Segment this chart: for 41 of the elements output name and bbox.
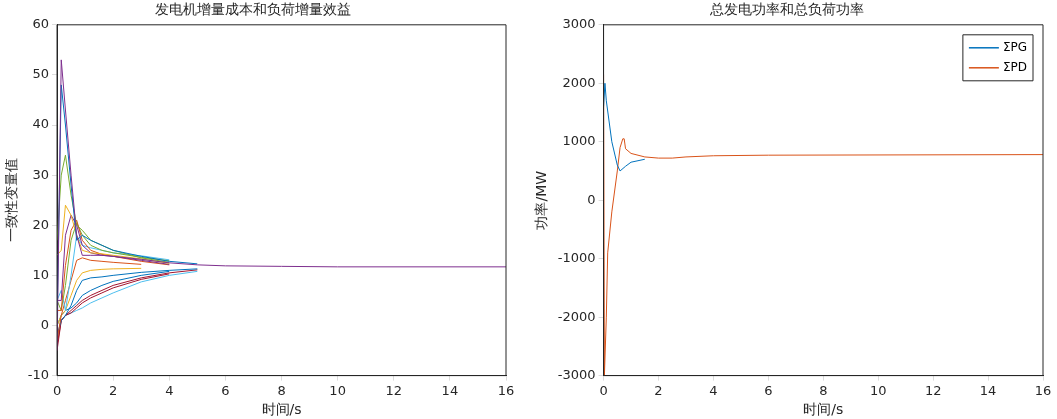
x-tick-label: 4	[709, 382, 718, 398]
x-tick-label: 0	[599, 382, 608, 398]
y-tick-label: 3000	[562, 16, 596, 32]
chart-title: 发电机增量成本和负荷增量效益	[155, 1, 351, 18]
y-tick-label: 60	[32, 16, 50, 32]
y-tick-label: -1000	[557, 250, 596, 266]
y-tick-label: 1000	[562, 133, 596, 149]
x-tick-label: 2	[109, 382, 118, 398]
x-tick-label: 8	[277, 382, 286, 398]
x-tick-label: 6	[764, 382, 773, 398]
x-tick-label: 16	[1034, 382, 1052, 398]
y-tick-label: -2000	[557, 308, 596, 324]
x-tick-label: 2	[654, 382, 663, 398]
x-tick-label: 10	[329, 382, 346, 398]
y-tick-label: 40	[32, 116, 50, 132]
x-axis-title: 时间/s	[261, 401, 302, 418]
x-tick-label: 12	[385, 382, 403, 398]
x-tick-label: 10	[869, 382, 887, 398]
x-tick-label: 14	[441, 382, 459, 398]
y-tick-label: -10	[27, 366, 50, 382]
x-tick-label: 4	[165, 382, 174, 398]
y-tick-label: -3000	[557, 366, 596, 382]
y-tick-label: 30	[32, 166, 50, 182]
x-axis-title: 时间/s	[803, 401, 844, 418]
chart-title: 总发电功率和总负荷功率	[708, 1, 864, 18]
y-tick-label: 10	[32, 266, 50, 282]
x-tick-label: 14	[979, 382, 997, 398]
y-tick-label: 50	[32, 66, 50, 82]
y-tick-label: 20	[32, 216, 50, 232]
y-axis-title: 功率/MW	[533, 170, 550, 230]
x-tick-label: 12	[924, 382, 942, 398]
x-tick-label: 6	[221, 382, 230, 398]
y-axis-title: 一致性变量值	[3, 158, 20, 243]
legend-label: ΣPD	[1002, 59, 1027, 74]
legend-label: ΣPG	[1002, 39, 1028, 54]
x-tick-label: 8	[819, 382, 828, 398]
x-tick-label: 0	[52, 382, 62, 398]
y-tick-label: 0	[587, 191, 596, 207]
y-tick-label: 2000	[562, 74, 596, 90]
x-tick-label: 16	[497, 382, 515, 398]
y-tick-label: 0	[40, 316, 50, 332]
